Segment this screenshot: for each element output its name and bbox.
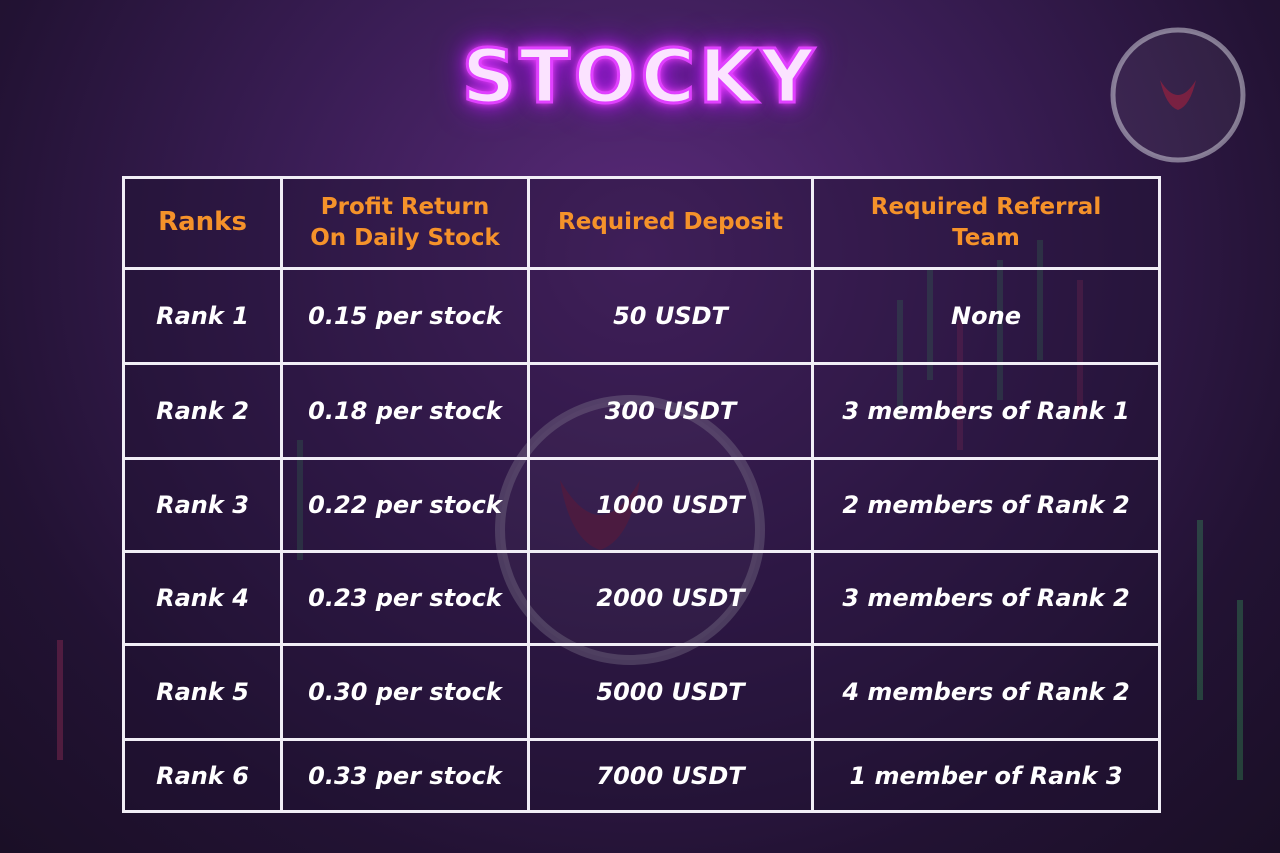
table-cell: 3 members of Rank 2 xyxy=(811,550,1161,646)
table-cell: 4 members of Rank 2 xyxy=(811,643,1161,741)
column-header: Required Referral Team xyxy=(811,176,1161,270)
column-header: Ranks xyxy=(122,176,283,270)
table-cell: None xyxy=(811,267,1161,365)
table-cell: Rank 5 xyxy=(122,643,283,741)
table-cell: Rank 2 xyxy=(122,362,283,460)
table-cell: 7000 USDT xyxy=(527,738,814,813)
table-cell: 5000 USDT xyxy=(527,643,814,741)
table-cell: Rank 1 xyxy=(122,267,283,365)
table-cell: 0.15 per stock xyxy=(280,267,530,365)
column-header: Profit Return On Daily Stock xyxy=(280,176,530,270)
table-cell: 300 USDT xyxy=(527,362,814,460)
table-cell: 1 member of Rank 3 xyxy=(811,738,1161,813)
table-cell: 0.22 per stock xyxy=(280,457,530,553)
table-cell: 2 members of Rank 2 xyxy=(811,457,1161,553)
table-cell: 0.18 per stock xyxy=(280,362,530,460)
table-cell: 0.23 per stock xyxy=(280,550,530,646)
table-cell: 50 USDT xyxy=(527,267,814,365)
brand-title: STOCKY xyxy=(461,33,818,122)
table-cell: 2000 USDT xyxy=(527,550,814,646)
table-cell: 3 members of Rank 1 xyxy=(811,362,1161,460)
table-cell: Rank 3 xyxy=(122,457,283,553)
table-cell: 0.30 per stock xyxy=(280,643,530,741)
table-cell: 0.33 per stock xyxy=(280,738,530,813)
table-cell: Rank 6 xyxy=(122,738,283,813)
column-header: Required Deposit xyxy=(527,176,814,270)
table-cell: Rank 4 xyxy=(122,550,283,646)
table-cell: 1000 USDT xyxy=(527,457,814,553)
